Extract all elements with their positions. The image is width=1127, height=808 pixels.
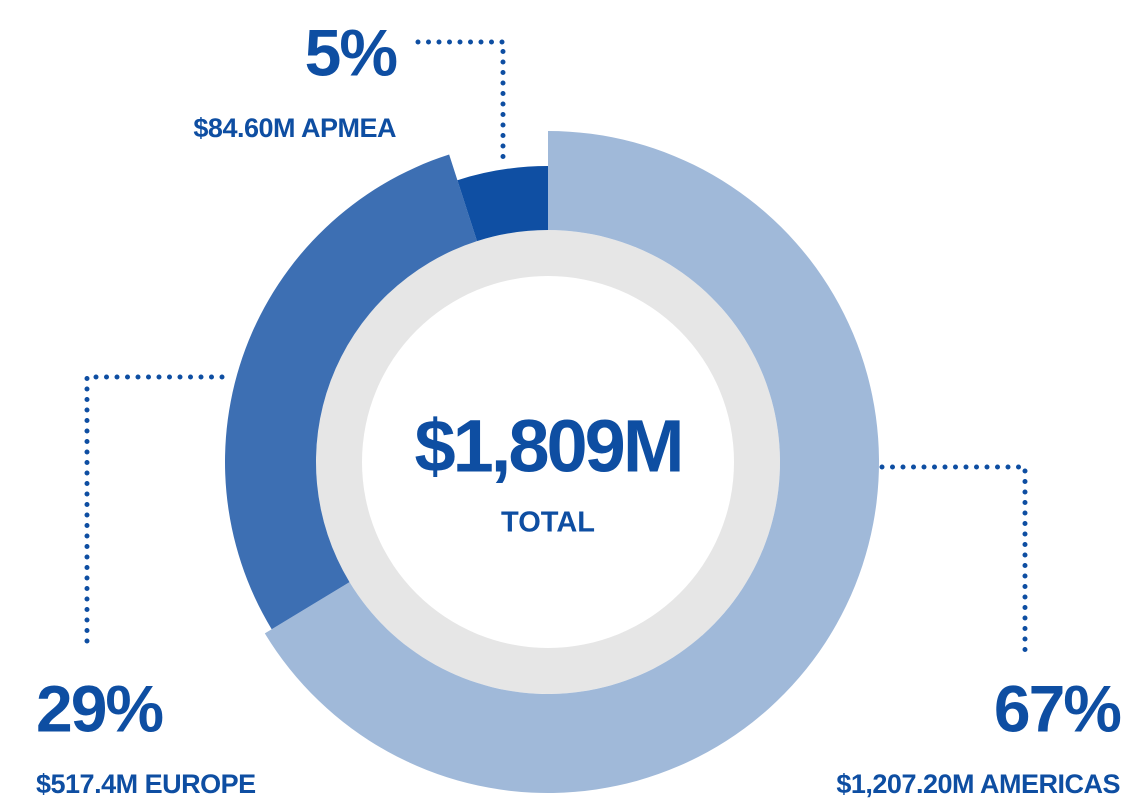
center-caption: TOTAL (501, 507, 595, 539)
category-label: $84.60M APMEA (193, 113, 396, 143)
slice (457, 166, 548, 242)
slice (224, 154, 477, 630)
leader-line (84, 374, 225, 653)
slice (264, 131, 879, 793)
category-label: $517.4M EUROPE (36, 769, 256, 799)
value-label: 29% (36, 671, 162, 745)
leader-line (879, 464, 1028, 658)
center-hole (362, 276, 734, 648)
value-label: 5% (305, 15, 397, 89)
center-total: $1,809M (415, 405, 682, 488)
category-label: $1,207.20M AMERICAS (836, 769, 1120, 799)
leader-line (415, 39, 506, 163)
value-label: 67% (994, 671, 1120, 745)
slices (224, 131, 879, 793)
